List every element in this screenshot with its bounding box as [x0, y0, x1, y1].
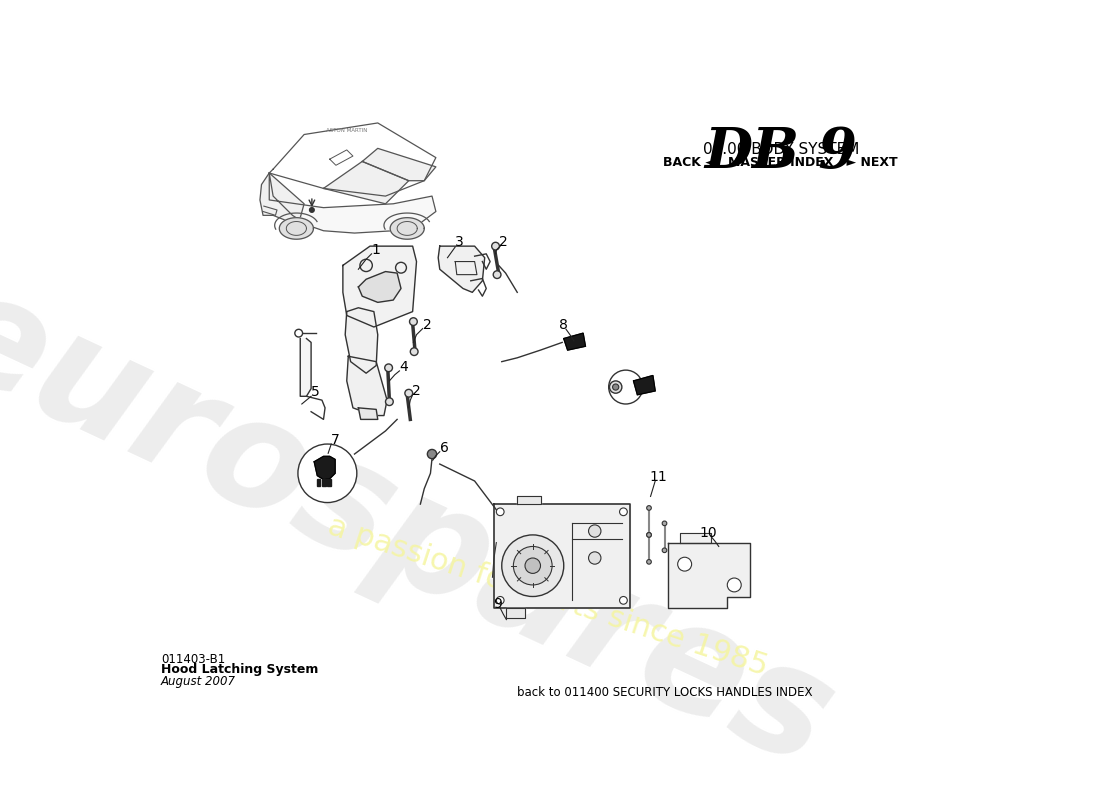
Circle shape — [502, 535, 563, 597]
Circle shape — [647, 533, 651, 538]
Text: August 2007: August 2007 — [161, 675, 235, 688]
Polygon shape — [634, 375, 656, 394]
Text: DB 9: DB 9 — [704, 126, 857, 180]
Text: 7: 7 — [331, 433, 340, 447]
Text: BACK ◄   MASTER INDEX   ► NEXT: BACK ◄ MASTER INDEX ► NEXT — [663, 156, 898, 169]
Text: 2: 2 — [424, 318, 431, 332]
Polygon shape — [563, 333, 585, 350]
Circle shape — [385, 364, 393, 372]
Text: 9: 9 — [493, 597, 502, 611]
Circle shape — [409, 318, 417, 326]
Polygon shape — [323, 162, 409, 204]
Circle shape — [662, 521, 667, 526]
Text: 6: 6 — [440, 441, 449, 455]
Polygon shape — [517, 496, 540, 504]
Circle shape — [410, 348, 418, 355]
Circle shape — [619, 508, 627, 516]
Text: 2: 2 — [499, 235, 508, 250]
Circle shape — [525, 558, 540, 574]
Polygon shape — [669, 542, 750, 608]
Text: 1: 1 — [371, 243, 380, 257]
Circle shape — [662, 548, 667, 553]
Text: 11: 11 — [649, 470, 668, 484]
Polygon shape — [390, 218, 425, 239]
Polygon shape — [494, 504, 629, 608]
Text: back to 011400 SECURITY LOCKS HANDLES INDEX: back to 011400 SECURITY LOCKS HANDLES IN… — [517, 686, 813, 699]
Polygon shape — [279, 218, 313, 239]
Circle shape — [588, 525, 601, 538]
Circle shape — [385, 398, 394, 406]
Text: 10: 10 — [700, 526, 717, 539]
Polygon shape — [315, 456, 336, 479]
Circle shape — [588, 552, 601, 564]
Text: 011403-B1: 011403-B1 — [161, 653, 226, 666]
Polygon shape — [328, 478, 331, 486]
Circle shape — [647, 533, 651, 538]
Polygon shape — [680, 534, 711, 542]
Polygon shape — [343, 246, 417, 327]
Circle shape — [492, 242, 499, 250]
Circle shape — [493, 270, 500, 278]
Polygon shape — [346, 356, 387, 415]
Circle shape — [298, 444, 356, 502]
Circle shape — [309, 208, 315, 212]
Text: 3: 3 — [454, 235, 463, 250]
Polygon shape — [322, 478, 326, 486]
Circle shape — [647, 506, 651, 510]
Polygon shape — [317, 478, 320, 486]
Text: ASTON MARTIN: ASTON MARTIN — [326, 128, 367, 133]
Circle shape — [514, 546, 552, 585]
Polygon shape — [359, 271, 402, 302]
Circle shape — [496, 508, 504, 516]
Circle shape — [647, 559, 651, 564]
Text: 5: 5 — [311, 386, 320, 399]
Text: 2: 2 — [412, 384, 421, 398]
Text: a passion for parts since 1985: a passion for parts since 1985 — [324, 511, 772, 682]
Circle shape — [678, 558, 692, 571]
Text: 8: 8 — [559, 318, 568, 333]
Circle shape — [613, 384, 619, 390]
Circle shape — [619, 597, 627, 604]
Circle shape — [727, 578, 741, 592]
Circle shape — [427, 450, 437, 458]
Text: Hood Latching System: Hood Latching System — [161, 663, 318, 677]
Polygon shape — [345, 308, 377, 373]
Polygon shape — [300, 338, 311, 396]
Text: 4: 4 — [399, 360, 408, 374]
Text: 01.00 BODY SYSTEM: 01.00 BODY SYSTEM — [703, 142, 859, 157]
Polygon shape — [260, 173, 304, 223]
Polygon shape — [270, 173, 436, 233]
Text: eurospares: eurospares — [0, 255, 855, 799]
Circle shape — [609, 381, 622, 394]
Circle shape — [405, 390, 412, 397]
Circle shape — [608, 370, 642, 404]
Polygon shape — [362, 148, 436, 181]
Polygon shape — [438, 246, 485, 292]
Polygon shape — [359, 408, 377, 419]
Polygon shape — [506, 608, 525, 618]
Circle shape — [496, 597, 504, 604]
